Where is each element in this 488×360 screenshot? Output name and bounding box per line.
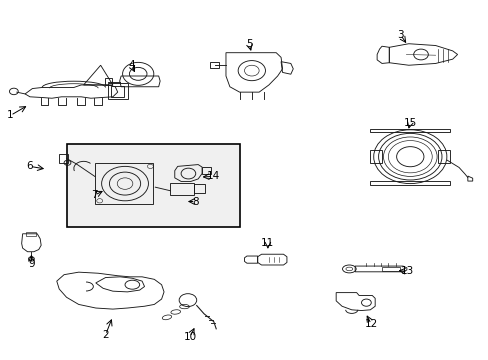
Bar [95,163,153,204]
Text: 13: 13 [401,266,414,276]
Text: 3: 3 [396,30,403,40]
Bar [66,144,239,226]
Bar [437,150,449,163]
Text: 7: 7 [91,190,98,200]
Text: 6: 6 [26,161,33,171]
Bar [210,62,219,68]
Text: 2: 2 [102,330,109,340]
Bar [369,129,449,132]
Text: 1: 1 [7,111,14,121]
Bar [382,267,399,271]
Bar [111,86,123,97]
Text: 11: 11 [261,238,274,248]
Bar [202,167,210,174]
Text: 15: 15 [403,118,416,128]
Text: 9: 9 [28,258,35,269]
Bar [59,154,68,163]
Text: 5: 5 [245,40,252,49]
Text: 4: 4 [128,60,134,70]
Bar [108,83,128,99]
Bar [193,184,204,193]
Bar [25,232,36,236]
Bar [170,183,193,195]
Bar [369,150,382,163]
Text: 14: 14 [206,171,220,181]
Text: 12: 12 [364,319,377,329]
Bar [105,78,112,85]
Text: 8: 8 [192,197,199,207]
Bar [369,181,449,185]
Text: 10: 10 [183,332,196,342]
